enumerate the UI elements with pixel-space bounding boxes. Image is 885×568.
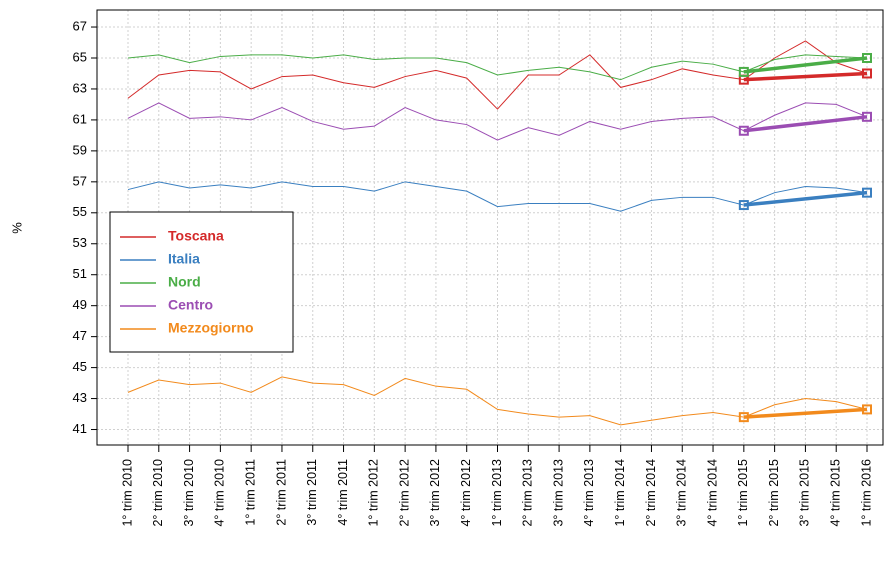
- x-tick-label: 1° trim 2016: [859, 459, 873, 527]
- trend-point: [738, 412, 749, 423]
- x-tick-label: 3° trim 2011: [305, 459, 319, 526]
- y-tick-label: 53: [73, 235, 87, 250]
- y-tick-label: 67: [73, 18, 87, 33]
- trend-line: [743, 190, 868, 207]
- legend-label: Italia: [168, 251, 200, 267]
- x-tick-label: 4° trim 2010: [213, 459, 227, 527]
- x-tick-label: 3° trim 2010: [182, 459, 196, 527]
- x-tick-label: 1° trim 2012: [367, 459, 381, 527]
- legend-label: Toscana: [168, 228, 224, 244]
- x-tick-label: 2° trim 2015: [767, 459, 781, 527]
- y-tick-label: 59: [73, 142, 87, 157]
- trend-point: [738, 125, 749, 136]
- trend-point: [862, 404, 872, 415]
- y-tick-label: 43: [73, 390, 87, 405]
- x-tick-label: 2° trim 2014: [644, 459, 658, 527]
- trend-line: [743, 115, 868, 133]
- y-tick-label: 61: [73, 111, 87, 126]
- x-tick-label: 2° trim 2011: [274, 459, 288, 526]
- y-tick-label: 47: [73, 328, 87, 343]
- x-tick-label: 1° trim 2011: [243, 459, 257, 526]
- x-tick-label: 4° trim 2012: [459, 459, 473, 527]
- x-tick-label: 1° trim 2014: [613, 459, 627, 527]
- y-axis-label: %: [9, 222, 24, 234]
- x-tick-label: 1° trim 2015: [736, 459, 750, 527]
- trend-point: [862, 68, 872, 79]
- plot-frame: [96, 9, 884, 446]
- x-tick-label: 1° trim 2010: [120, 459, 134, 527]
- x-tick-label: 3° trim 2015: [798, 459, 812, 527]
- trend-point: [738, 66, 749, 77]
- x-tick-label: 2° trim 2013: [521, 459, 535, 527]
- legend-label: Centro: [168, 297, 213, 313]
- y-tick-label: 41: [73, 421, 87, 436]
- y-tick-label: 45: [73, 359, 87, 374]
- y-tick-label: 65: [73, 49, 87, 64]
- y-tick-label: 55: [73, 204, 87, 219]
- x-tick-label: 4° trim 2011: [336, 459, 350, 526]
- x-tick-label: 2° trim 2012: [397, 459, 411, 527]
- trend-point: [862, 111, 872, 122]
- y-tick-label: 49: [73, 297, 87, 312]
- trend-point: [738, 200, 749, 211]
- x-tick-label: 2° trim 2010: [151, 459, 165, 527]
- x-tick-label: 1° trim 2013: [490, 459, 504, 527]
- x-tick-label: 3° trim 2014: [675, 459, 689, 527]
- x-tick-label: 3° trim 2013: [551, 459, 565, 527]
- legend: Toscana Italia Nord Centro Mezzogiorno: [109, 211, 294, 353]
- x-tick-label: 4° trim 2013: [582, 459, 596, 527]
- x-tick-label: 3° trim 2012: [428, 459, 442, 527]
- legend-label: Nord: [168, 274, 201, 290]
- x-tick-label: 4° trim 2014: [705, 459, 719, 527]
- y-tick-label: 51: [73, 266, 87, 281]
- y-tick-label: 63: [73, 80, 87, 95]
- trend-line: [743, 71, 868, 82]
- x-tick-label: 4° trim 2015: [829, 459, 843, 527]
- legend-label: Mezzogiorno: [168, 320, 254, 336]
- trend-line: [743, 56, 868, 74]
- y-tick-label: 57: [73, 173, 87, 188]
- trend-point: [862, 52, 872, 63]
- trend-line: [743, 407, 868, 419]
- trend-point: [862, 187, 872, 198]
